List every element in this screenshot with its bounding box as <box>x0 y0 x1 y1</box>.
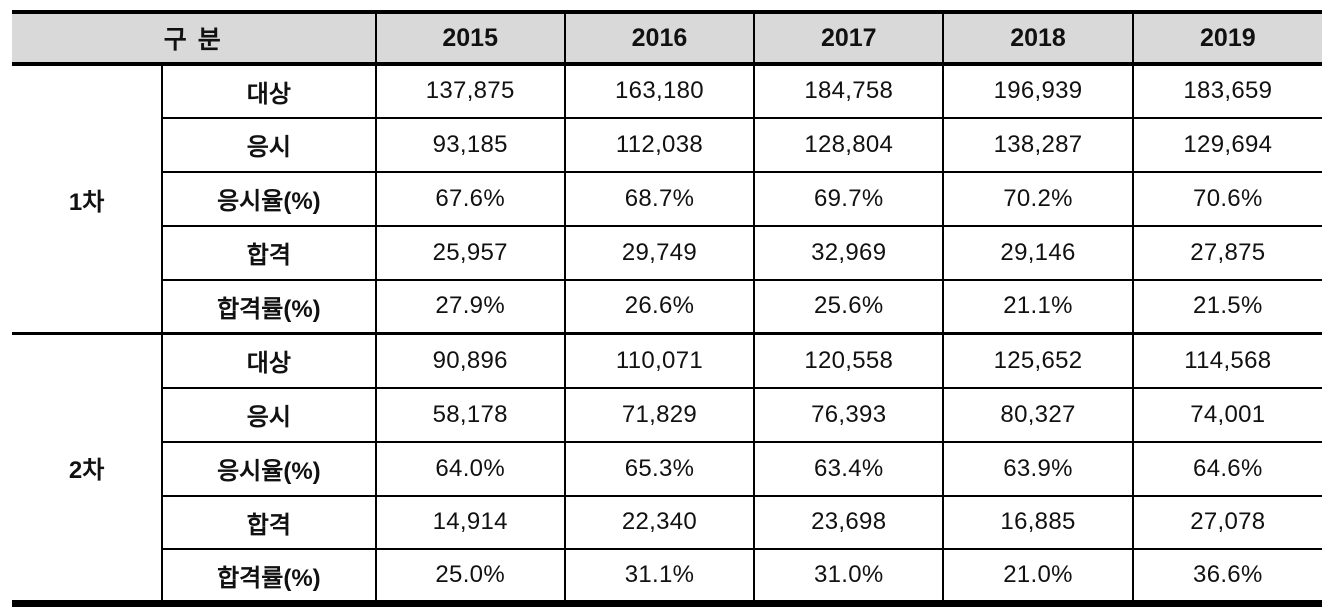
value-cell: 69.7% <box>753 170 945 227</box>
value-cell: 128,804 <box>753 116 945 173</box>
value-cell: 184,758 <box>753 63 945 119</box>
row-label: 응시율(%) <box>161 440 377 497</box>
value-cell: 25,957 <box>374 224 566 281</box>
value-cell: 58,178 <box>374 386 566 443</box>
value-cell: 129,694 <box>1131 116 1322 173</box>
row-label: 대상 <box>161 63 377 119</box>
year-header-2015: 2015 <box>374 10 566 66</box>
value-cell: 21.0% <box>942 548 1134 605</box>
value-cell: 183,659 <box>1131 63 1322 119</box>
value-cell: 27,875 <box>1131 224 1322 281</box>
value-cell: 67.6% <box>374 170 566 227</box>
table-row: 응시 93,185 112,038 128,804 138,287 129,69… <box>12 116 1322 173</box>
value-cell: 112,038 <box>563 116 756 173</box>
table-row: 응시율(%) 64.0% 65.3% 63.4% 63.9% 64.6% <box>12 440 1322 497</box>
value-cell: 27,078 <box>1131 494 1322 551</box>
year-header-2017: 2017 <box>753 10 945 66</box>
value-cell: 32,969 <box>753 224 945 281</box>
table-row: 응시 58,178 71,829 76,393 80,327 74,001 <box>12 386 1322 443</box>
value-cell: 163,180 <box>563 63 756 119</box>
header-row: 구 분 2015 2016 2017 2018 2019 <box>12 10 1322 66</box>
table-row: 응시율(%) 67.6% 68.7% 69.7% 70.2% 70.6% <box>12 170 1322 227</box>
value-cell: 14,914 <box>374 494 566 551</box>
value-cell: 26.6% <box>563 278 756 335</box>
table-row: 합격률(%) 27.9% 26.6% 25.6% 21.1% 21.5% <box>12 278 1322 335</box>
value-cell: 25.6% <box>753 278 945 335</box>
value-cell: 76,393 <box>753 386 945 443</box>
value-cell: 31.1% <box>563 548 756 605</box>
value-cell: 25.0% <box>374 548 566 605</box>
row-label: 대상 <box>161 332 377 389</box>
table-row: 합격 14,914 22,340 23,698 16,885 27,078 <box>12 494 1322 551</box>
value-cell: 70.2% <box>942 170 1134 227</box>
value-cell: 137,875 <box>374 63 566 119</box>
value-cell: 22,340 <box>563 494 756 551</box>
row-label: 합격 <box>161 494 377 551</box>
corner-header-gubun: 구 분 <box>12 10 377 66</box>
row-label: 응시 <box>161 116 377 173</box>
value-cell: 21.5% <box>1131 278 1322 335</box>
row-label: 응시율(%) <box>161 170 377 227</box>
table-row: 2차 대상 90,896 110,071 120,558 125,652 114… <box>12 332 1322 605</box>
value-cell: 138,287 <box>942 116 1134 173</box>
table-row: 합격 25,957 29,749 32,969 29,146 27,875 <box>12 224 1322 281</box>
value-cell: 29,146 <box>942 224 1134 281</box>
year-header-2019: 2019 <box>1131 10 1322 66</box>
table-row: 합격률(%) 25.0% 31.1% 31.0% 21.0% 36.6% <box>12 548 1322 605</box>
value-cell: 63.4% <box>753 440 945 497</box>
value-cell: 114,568 <box>1131 332 1322 389</box>
value-cell: 23,698 <box>753 494 945 551</box>
row-label: 응시 <box>161 386 377 443</box>
value-cell: 68.7% <box>563 170 756 227</box>
value-cell: 29,749 <box>563 224 756 281</box>
value-cell: 71,829 <box>563 386 756 443</box>
value-cell: 64.0% <box>374 440 566 497</box>
value-cell: 21.1% <box>942 278 1134 335</box>
value-cell: 36.6% <box>1131 548 1322 605</box>
value-cell: 90,896 <box>374 332 566 389</box>
group-label-round2: 2차 <box>12 332 164 605</box>
exam-stats-table: 구 분 2015 2016 2017 2018 2019 1차 대상 137,8… <box>12 10 1322 607</box>
row-label: 합격률(%) <box>161 278 377 335</box>
table-row: 1차 대상 137,875 163,180 184,758 196,939 18… <box>12 63 1322 335</box>
value-cell: 65.3% <box>563 440 756 497</box>
value-cell: 31.0% <box>753 548 945 605</box>
value-cell: 27.9% <box>374 278 566 335</box>
value-cell: 64.6% <box>1131 440 1322 497</box>
year-header-2018: 2018 <box>942 10 1134 66</box>
year-header-2016: 2016 <box>563 10 756 66</box>
group-label-round1: 1차 <box>12 63 164 335</box>
value-cell: 120,558 <box>753 332 945 389</box>
value-cell: 74,001 <box>1131 386 1322 443</box>
value-cell: 80,327 <box>942 386 1134 443</box>
row-label: 합격 <box>161 224 377 281</box>
row-label: 합격률(%) <box>161 548 377 605</box>
value-cell: 16,885 <box>942 494 1134 551</box>
value-cell: 70.6% <box>1131 170 1322 227</box>
value-cell: 63.9% <box>942 440 1134 497</box>
value-cell: 93,185 <box>374 116 566 173</box>
value-cell: 110,071 <box>563 332 756 389</box>
value-cell: 125,652 <box>942 332 1134 389</box>
value-cell: 196,939 <box>942 63 1134 119</box>
